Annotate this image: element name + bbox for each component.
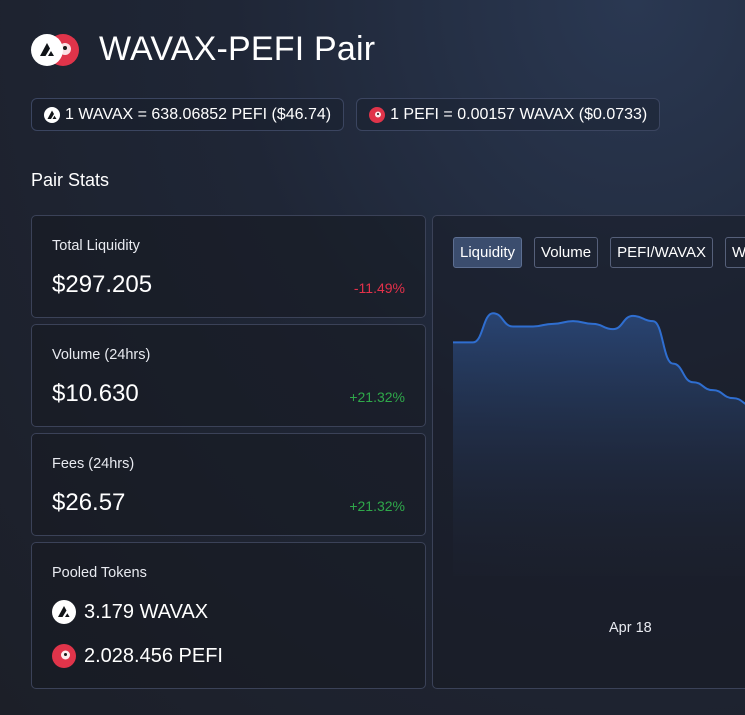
price-text-pefi: 1 PEFI = 0.00157 WAVAX ($0.0733) xyxy=(390,105,648,123)
stat-card-volume: Volume (24hrs) $10.630 +21.32% xyxy=(31,324,426,427)
stat-label: Total Liquidity xyxy=(52,238,140,254)
page-header: WAVAX-PEFI Pair xyxy=(31,30,375,69)
pair-logos xyxy=(31,32,79,68)
stat-label: Volume (24hrs) xyxy=(52,347,151,363)
pooled-token-text: 3.179 WAVAX xyxy=(84,600,209,623)
price-pill-pefi[interactable]: 1 PEFI = 0.00157 WAVAX ($0.0733) xyxy=(356,98,661,131)
price-pill-wavax[interactable]: 1 WAVAX = 638.06852 PEFI ($46.74) xyxy=(31,98,345,131)
price-row: 1 WAVAX = 638.06852 PEFI ($46.74) 1 PEFI… xyxy=(31,98,661,131)
avalanche-icon xyxy=(52,600,76,624)
section-title: Pair Stats xyxy=(31,170,110,190)
penguin-icon xyxy=(369,106,386,123)
x-axis-tick-label: Apr 18 xyxy=(609,620,652,636)
tab-liquidity[interactable]: Liquidity xyxy=(453,237,523,268)
pooled-token-wavax: 3.179 WAVAX xyxy=(52,600,208,624)
chart-tabs: Liquidity Volume PEFI/WAVAX W xyxy=(453,237,745,268)
stat-label: Fees (24hrs) xyxy=(52,456,135,472)
stat-change: +21.32% xyxy=(349,498,405,514)
stat-value: $10.630 xyxy=(52,380,139,407)
stat-label: Pooled Tokens xyxy=(52,565,147,581)
stat-card-fees: Fees (24hrs) $26.57 +21.32% xyxy=(31,433,426,536)
chart-line xyxy=(453,312,745,405)
tab-wavax-pefi[interactable]: W xyxy=(725,237,745,268)
avalanche-icon xyxy=(31,33,63,66)
stat-value: $26.57 xyxy=(52,489,126,516)
pooled-token-pefi: 2.028.456 PEFI xyxy=(52,644,223,668)
pooled-token-text: 2.028.456 PEFI xyxy=(84,644,223,667)
chart-panel: Liquidity Volume PEFI/WAVAX W Apr 18 xyxy=(432,215,745,689)
stat-card-pooled-tokens: Pooled Tokens 3.179 WAVAX 2.028.456 PEFI xyxy=(31,542,426,689)
tab-pefi-wavax[interactable]: PEFI/WAVAX xyxy=(610,237,713,268)
avalanche-icon xyxy=(44,106,60,123)
chart-area xyxy=(453,313,745,576)
page-title: WAVAX-PEFI Pair xyxy=(99,30,376,68)
tab-volume[interactable]: Volume xyxy=(534,237,599,268)
penguin-icon xyxy=(52,644,76,668)
price-text-wavax: 1 WAVAX = 638.06852 PEFI ($46.74) xyxy=(65,105,332,123)
stat-value: $297.205 xyxy=(52,271,153,298)
stat-change: +21.32% xyxy=(349,389,405,405)
liquidity-chart xyxy=(453,312,745,576)
stat-card-liquidity: Total Liquidity $297.205 -11.49% xyxy=(31,215,426,318)
stat-change: -11.49% xyxy=(353,280,405,296)
